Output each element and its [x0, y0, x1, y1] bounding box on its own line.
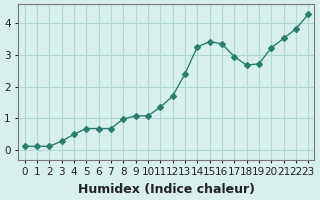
X-axis label: Humidex (Indice chaleur): Humidex (Indice chaleur): [78, 183, 255, 196]
